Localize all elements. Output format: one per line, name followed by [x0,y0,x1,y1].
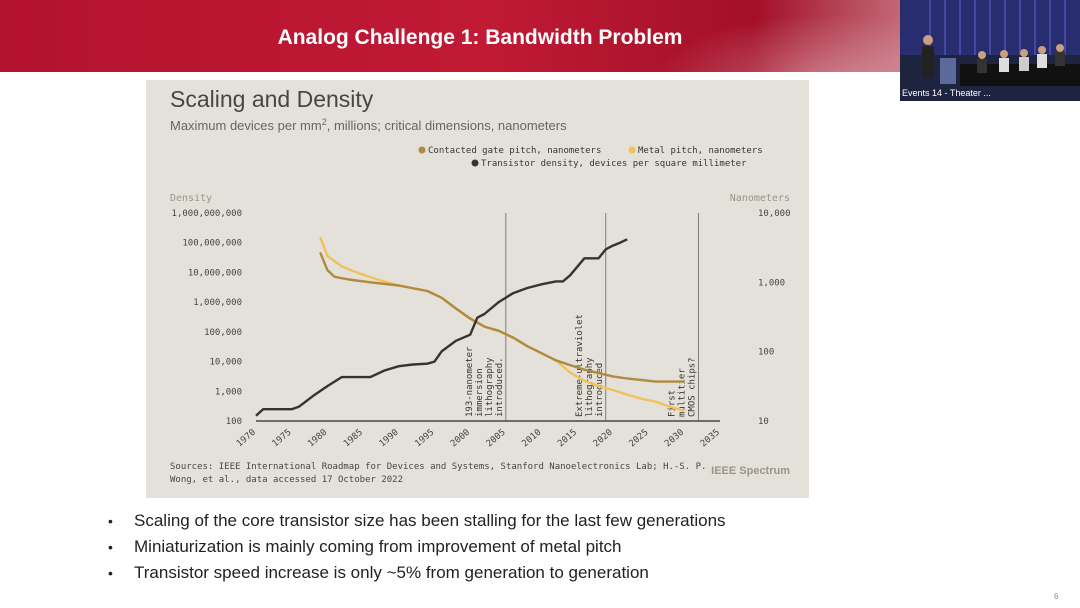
bullet-text: Scaling of the core transistor size has … [134,511,726,530]
source-text-1: Sources: IEEE International Roadmap for … [170,462,706,472]
right-axis-label: Nanometers [730,193,790,204]
subtitle-text: Maximum devices per mm [170,118,322,133]
annotation-label-line: lithography [485,357,495,417]
scaling-density-chart: Scaling and Density Maximum devices per … [170,86,791,485]
legend-metal-label: Metal pitch, nanometers [638,146,763,156]
left-tick-label: 100,000 [204,328,242,338]
left-tick-label: 1,000 [215,387,242,397]
annotation-label-line: introduced [595,363,605,417]
left-tick-label: 100,000,000 [182,239,242,249]
x-tick-label: 1995 [413,428,436,450]
left-tick-label: 1,000,000,000 [172,209,242,219]
x-tick-label: 2025 [628,428,651,450]
annotations: 193-nanometerimmersionlithographyintrodu… [465,213,699,421]
annotation-label-line: lithography [585,357,595,417]
x-tick-label: 2015 [556,428,579,450]
x-tick-label: 1970 [235,428,258,450]
x-tick-label: 2005 [485,428,508,450]
slide-title: Analog Challenge 1: Bandwidth Problem [277,26,683,49]
bullet-text: Transistor speed increase is only ~5% fr… [134,563,649,582]
annotation-label-line: First [668,390,678,417]
bullet-item: • Scaling of the core transistor size has… [108,508,908,534]
x-tick-label: 2020 [592,428,615,450]
series-line [255,238,628,417]
source-line-1: Sources: IEEE International Roadmap for … [170,462,706,472]
bullet-list: • Scaling of the core transistor size has… [108,508,908,586]
series-line [319,251,685,383]
annotation-label: 193-nanometerimmersionlithographyintrodu… [465,346,505,417]
annotation-label-line: 193-nanometer [465,346,475,417]
video-caption: Events 14 - Theater ... [902,88,991,98]
chart-subtitle: Maximum devices per mm2, millions; criti… [170,117,567,133]
bullet-dot: • [108,513,113,529]
annotation-label-line: introduced. [495,357,505,417]
right-tick-label: 10 [758,417,769,427]
x-tick-label: 1985 [342,428,365,450]
left-tick-label: 100 [226,417,242,427]
bullet-item: • Transistor speed increase is only ~5% f… [108,560,908,586]
bullet-dot: • [108,539,113,555]
page-number: 6 [1054,592,1059,601]
annotation-label-line: CMOS chips? [688,357,698,417]
left-tick-label: 10,000 [209,358,242,368]
x-tick-label: 1990 [378,428,401,450]
bullet-dot: • [108,565,113,581]
chart-title: Scaling and Density [170,86,374,112]
x-tick-label: 2030 [663,428,686,450]
banner-decoration [620,0,920,72]
annotation-label: Extreme-ultravioletlithographyintroduced [575,314,605,417]
chart-panel: Scaling and Density Maximum devices per … [146,80,809,498]
subtitle-text-end: , millions; critical dimensions, nanomet… [327,118,567,133]
x-tick-label: 1975 [271,428,294,450]
right-tick-label: 100 [758,348,774,358]
x-tick-label: 2000 [449,428,472,450]
source-text-2: Wong, et al., data accessed 17 October 2… [170,475,403,485]
speaker-video[interactable]: Events 14 - Theater ... [900,0,1080,101]
bullet-text: Miniaturization is mainly coming from im… [134,537,622,556]
legend-density-swatch [471,159,479,167]
video-frame [900,0,1080,101]
x-tick-label: 2010 [520,428,543,450]
annotation-label-line: immersion [475,368,485,417]
annotation-label-line: Extreme-ultraviolet [575,314,585,417]
ieee-spectrum-logo: IEEE Spectrum [711,465,790,477]
right-tick-label: 1,000 [758,278,785,288]
subtitle-superscript: 2 [322,117,327,127]
left-axis-label: Density [170,193,212,204]
series-lines [255,236,685,417]
annotation-label-line: multitier [678,368,688,417]
legend-gate-label: Contacted gate pitch, nanometers [428,146,601,156]
x-tick-label: 2035 [699,428,722,450]
left-tick-label: 1,000,000 [193,298,242,308]
legend-metal-swatch [628,146,636,154]
x-tick-label: 1980 [306,428,329,450]
bullet-item: • Miniaturization is mainly coming from i… [108,534,908,560]
left-tick-label: 10,000,000 [188,268,242,278]
source-line-2: Wong, et al., data accessed 17 October 2… [170,475,403,485]
annotation-label: FirstmultitierCMOS chips? [668,357,698,417]
legend-density-label: Transistor density, devices per square m… [481,159,747,169]
legend-gate-swatch [418,146,426,154]
right-tick-label: 10,000 [758,209,791,219]
